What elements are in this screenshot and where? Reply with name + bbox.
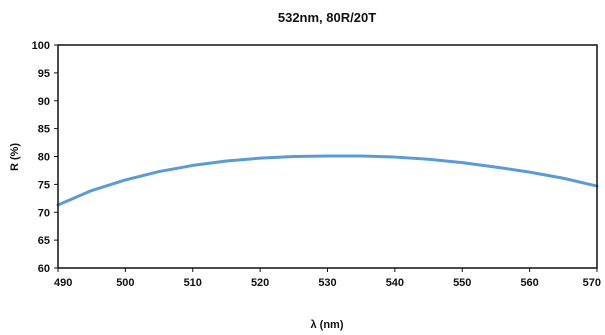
y-tick-label: 80 (38, 152, 50, 164)
x-tick-label: 550 (453, 277, 471, 289)
x-tick-label: 530 (318, 277, 336, 289)
y-tick-label: 60 (38, 263, 50, 275)
x-axis-label: λ (nm) (311, 319, 344, 331)
series-line-0 (56, 154, 599, 207)
x-tick-label: 570 (583, 277, 601, 289)
y-tick-label: 95 (38, 68, 50, 80)
y-tick-label: 90 (38, 96, 50, 108)
x-tick-label: 520 (251, 277, 269, 289)
y-tick-label: 75 (38, 179, 50, 191)
y-tick-label: 100 (32, 40, 50, 52)
x-tick-label: 540 (386, 277, 404, 289)
chart-title: 532nm, 80R/20T (278, 10, 376, 25)
x-tick-label: 510 (184, 277, 202, 289)
y-tick-label: 85 (38, 124, 50, 136)
x-tick-label: 490 (54, 277, 72, 289)
x-tick-label: 560 (520, 277, 538, 289)
y-axis-label: R (%) (9, 143, 21, 171)
plot-area: 60 65 70 75 80 85 90 95 100 490 500 510 520 530 540 550… (32, 40, 601, 289)
y-tick-label: 70 (38, 207, 50, 219)
x-tick-label: 500 (116, 277, 134, 289)
y-tick-label: 65 (38, 235, 50, 247)
